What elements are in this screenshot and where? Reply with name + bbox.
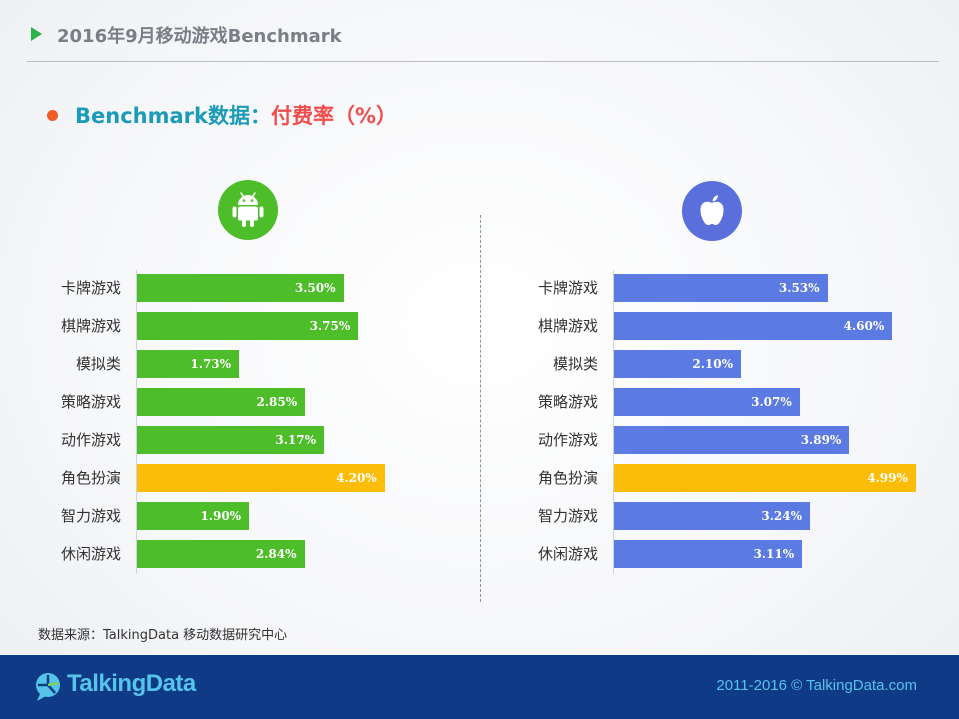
chart-subtitle: Benchmark数据： 付费率（%） — [47, 101, 397, 129]
ios-bar — [614, 388, 800, 416]
android-bar — [137, 312, 359, 340]
apple-icon — [682, 181, 742, 241]
android-bar-value-label: 4.20% — [336, 471, 377, 485]
ios-bar — [614, 312, 893, 340]
ios-bar — [614, 426, 850, 454]
android-bar — [137, 274, 344, 302]
ios-category-label: 棋牌游戏 — [537, 317, 598, 335]
copyright-text: 2011-2016 © TalkingData.com — [716, 677, 917, 694]
ios-bar-value-label: 3.07% — [751, 395, 792, 409]
ios-bar-value-label: 2.10% — [692, 357, 734, 371]
ios-bar — [614, 464, 916, 492]
ios-category-label: 智力游戏 — [537, 507, 598, 525]
android-bar-value-label: 3.50% — [294, 281, 336, 295]
android-bar — [137, 388, 306, 416]
android-bar-value-label: 2.84% — [255, 547, 297, 561]
android-category-label: 角色扮演 — [60, 469, 121, 487]
header-divider — [27, 61, 939, 62]
android-bar-value-label: 2.85% — [256, 395, 298, 409]
ios-bar — [614, 350, 742, 378]
android-bar-value-label: 1.90% — [200, 509, 242, 523]
android-category-label: 策略游戏 — [60, 393, 121, 411]
android-category-label: 棋牌游戏 — [60, 317, 121, 335]
android-bar-value-label: 3.75% — [309, 319, 351, 333]
page-title: 2016年9月移动游戏Benchmark — [57, 26, 342, 47]
talkingdata-logo-icon — [34, 672, 64, 702]
ios-bar-value-label: 3.11% — [753, 547, 795, 561]
android-category-label: 休闲游戏 — [60, 545, 121, 563]
header: 2016年9月移动游戏Benchmark — [0, 0, 959, 62]
android-bar — [137, 426, 325, 454]
android-bar-value-label: 1.73% — [190, 357, 232, 371]
subtitle-prefix: Benchmark数据： — [75, 104, 271, 128]
ios-bar — [614, 502, 811, 530]
ios-category-label: 卡牌游戏 — [537, 279, 598, 297]
android-category-axis — [136, 270, 137, 574]
subtitle-metric: 付费率（%） — [270, 104, 398, 128]
android-category-label: 卡牌游戏 — [60, 279, 121, 297]
ios-bar-value-label: 3.89% — [800, 433, 842, 447]
android-bar — [137, 464, 385, 492]
android-category-label: 动作游戏 — [60, 431, 121, 449]
talkingdata-logo-text: TalkingData — [67, 670, 196, 697]
ios-category-label: 策略游戏 — [537, 393, 598, 411]
android-category-label: 模拟类 — [75, 355, 121, 373]
ios-bar-value-label: 4.99% — [867, 471, 908, 485]
android-icon — [218, 180, 278, 240]
ios-category-label: 角色扮演 — [537, 469, 598, 487]
ios-bar — [614, 540, 803, 568]
bullet-dot-icon — [47, 109, 58, 121]
ios-category-label: 休闲游戏 — [537, 545, 598, 563]
play-triangle-icon — [31, 27, 42, 41]
android-bar — [137, 540, 305, 568]
footer: TalkingData 2011-2016 © TalkingData.com — [0, 655, 959, 719]
ios-bar-value-label: 4.60% — [843, 319, 885, 333]
ios-category-label: 模拟类 — [552, 355, 598, 373]
ios-bar — [614, 274, 828, 302]
ios-bar-value-label: 3.24% — [761, 509, 803, 523]
ios-category-label: 动作游戏 — [537, 431, 598, 449]
data-source: 数据来源：TalkingData 移动数据研究中心 — [38, 628, 288, 643]
ios-category-axis — [613, 270, 614, 574]
platform-divider — [480, 215, 481, 602]
android-bar — [137, 502, 250, 530]
android-bar-value-label: 3.17% — [275, 433, 317, 447]
android-category-label: 智力游戏 — [60, 507, 121, 525]
android-bar — [137, 350, 240, 378]
ios-bar-value-label: 3.53% — [778, 281, 820, 295]
